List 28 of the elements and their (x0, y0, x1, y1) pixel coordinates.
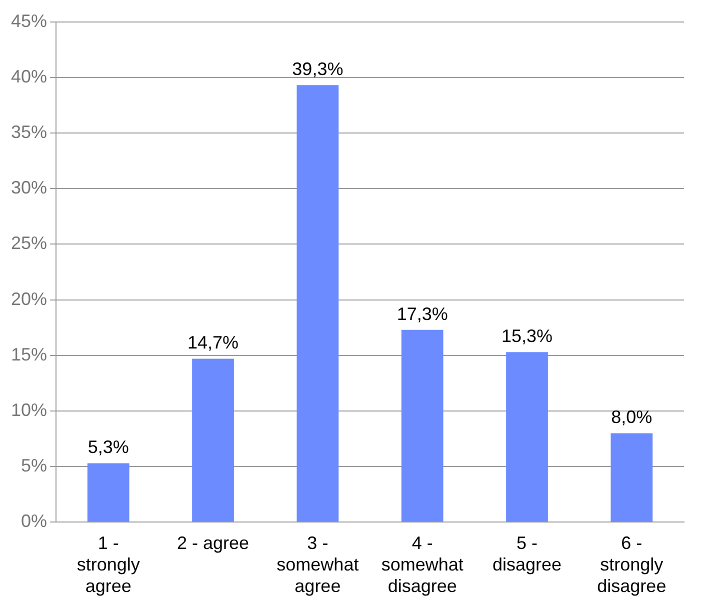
y-tick-label: 35% (10, 122, 48, 142)
y-tick-label: 30% (10, 178, 48, 198)
y-tick-label: 15% (10, 344, 48, 364)
data-label: 17,3% (396, 304, 448, 324)
data-label: 14,7% (187, 332, 239, 353)
y-tick-label: 45% (10, 10, 48, 31)
bar (296, 85, 339, 522)
y-tick-label: 20% (10, 288, 48, 309)
x-tick-label: 3 - somewhat agree (276, 532, 359, 596)
bar (192, 358, 234, 522)
x-tick-label: 1 - strongly agree (76, 532, 140, 596)
data-label: 5,3% (88, 437, 129, 458)
x-tick-label: 6 - strongly disagree (597, 532, 666, 596)
x-tick-label: 4 - somewhat disagree (381, 532, 464, 596)
bar (610, 433, 653, 522)
y-tick-label: 25% (10, 233, 48, 254)
y-tick-label: 0% (21, 511, 48, 532)
bar (506, 352, 548, 522)
data-label: 15,3% (501, 326, 553, 346)
x-tick-label: 2 - agree (176, 532, 250, 553)
data-label: 8,0% (611, 407, 652, 428)
data-label: 39,3% (292, 59, 344, 80)
bar (87, 463, 130, 522)
y-tick-label: 10% (10, 400, 48, 420)
y-tick-label: 5% (21, 456, 48, 476)
x-tick-label: 5 - disagree (492, 532, 562, 575)
y-tick-label: 40% (10, 66, 48, 86)
bar (401, 330, 444, 522)
